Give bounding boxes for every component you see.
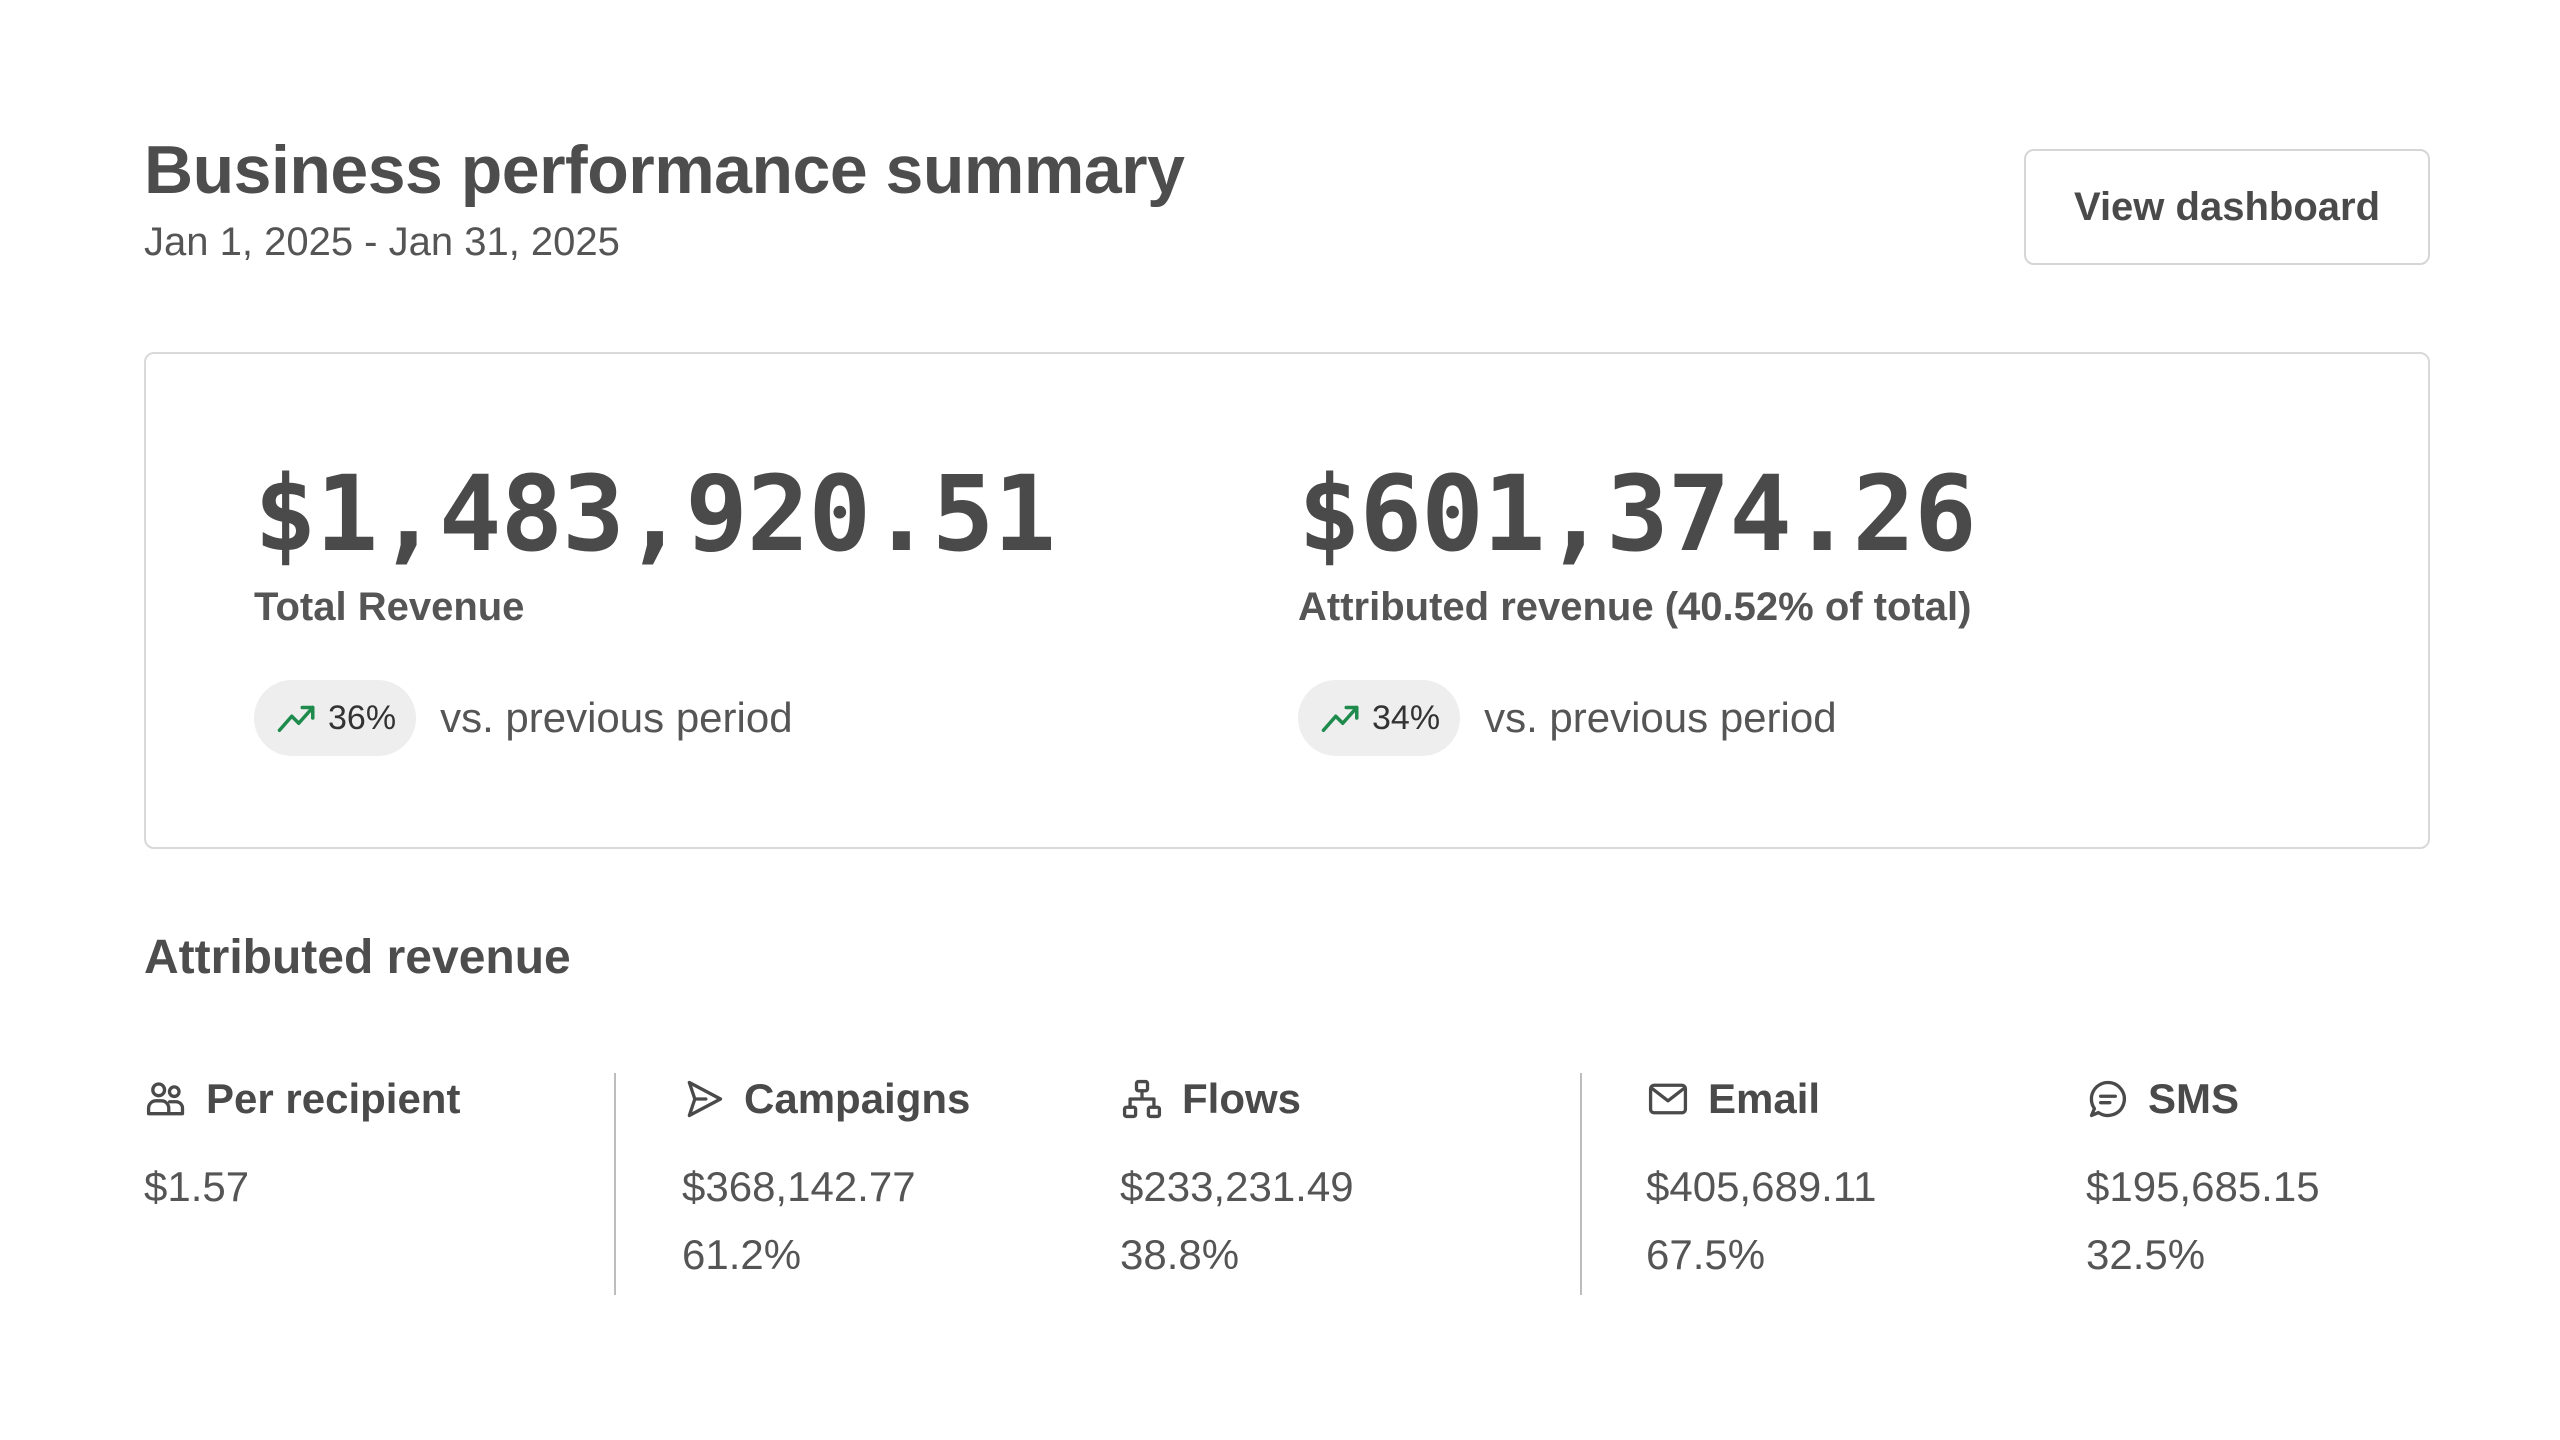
- mail-icon: [1648, 1083, 1688, 1115]
- send-icon: [687, 1080, 723, 1118]
- attributed-revenue-label: Attributed revenue (40.52% of total): [1298, 585, 1972, 629]
- view-dashboard-button[interactable]: View dashboard: [2024, 149, 2430, 265]
- revenue-summary-card: $1,483,920.51 Total Revenue 36% vs. prev…: [144, 352, 2430, 849]
- stat-label: Email: [1708, 1075, 1821, 1122]
- trend-percent: 34%: [1372, 698, 1441, 737]
- date-range: Jan 1, 2025 - Jan 31, 2025: [144, 220, 620, 264]
- comparison-text: vs. previous period: [1484, 694, 1837, 741]
- trend-badge: 36%: [254, 680, 417, 756]
- total-revenue-trend: 36% vs. previous period: [254, 680, 1055, 756]
- chat-icon: [2089, 1080, 2126, 1118]
- total-revenue-label: Total Revenue: [254, 585, 525, 629]
- stat-email: Email $405,689.11 67.5%: [1646, 1068, 1876, 1282]
- trend-badge: 34%: [1298, 680, 1461, 756]
- stat-label: Per recipient: [206, 1075, 461, 1122]
- trending-up-icon: [1321, 705, 1359, 732]
- total-revenue-value: $1,483,920.51: [254, 453, 1056, 575]
- comparison-text: vs. previous period: [440, 694, 793, 741]
- stat-value: $195,685.15: [2086, 1163, 2320, 1210]
- stat-percent: 38.8%: [1120, 1231, 1240, 1278]
- divider: [1580, 1073, 1582, 1295]
- users-icon: [146, 1082, 185, 1116]
- attributed-revenue-metric: $601,374.26 Attributed revenue (40.52% o…: [1298, 453, 1977, 756]
- trend-percent: 36%: [328, 698, 397, 737]
- stat-label: Flows: [1182, 1075, 1302, 1122]
- divider: [614, 1073, 616, 1295]
- trending-up-icon: [277, 705, 315, 732]
- page-header: Business performance summary Jan 1, 2025…: [144, 128, 1185, 268]
- stat-flows: Flows $233,231.49 38.8%: [1120, 1068, 1354, 1282]
- attributed-revenue-trend: 34% vs. previous period: [1298, 680, 1976, 756]
- stat-percent: 67.5%: [1646, 1231, 1766, 1278]
- page-title: Business performance summary: [144, 132, 1185, 208]
- stat-percent: 61.2%: [682, 1231, 802, 1278]
- stat-label: Campaigns: [744, 1075, 971, 1122]
- stat-value: $1.57: [144, 1163, 250, 1210]
- stat-percent: 32.5%: [2086, 1231, 2206, 1278]
- stat-campaigns: Campaigns $368,142.77 61.2%: [682, 1068, 970, 1282]
- attributed-revenue-value: $601,374.26: [1298, 453, 1977, 575]
- stat-label: SMS: [2148, 1075, 2240, 1122]
- flow-icon: [1122, 1079, 1162, 1119]
- section-title: Attributed revenue: [144, 931, 571, 984]
- stat-sms: SMS $195,685.15 32.5%: [2086, 1068, 2320, 1282]
- stat-per-recipient: Per recipient $1.57: [144, 1068, 460, 1214]
- total-revenue-metric: $1,483,920.51 Total Revenue 36% vs. prev…: [254, 453, 1056, 756]
- stat-value: $368,142.77: [682, 1163, 916, 1210]
- stat-value: $233,231.49: [1120, 1163, 1354, 1210]
- stat-value: $405,689.11: [1646, 1163, 1877, 1210]
